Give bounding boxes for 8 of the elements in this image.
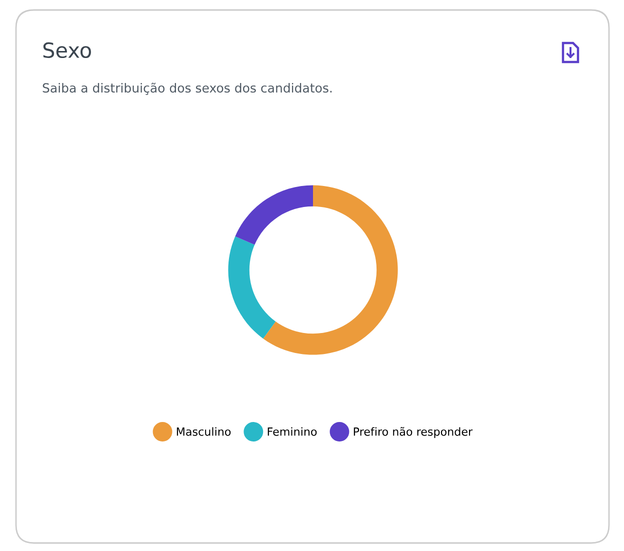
donut-slice	[263, 185, 398, 355]
donut-slice	[235, 185, 313, 245]
legend-label: Prefiro não responder	[354, 427, 473, 438]
chart-subtitle: Saiba a distribuição dos sexos dos candidatos.	[42, 82, 332, 95]
legend-label: Feminino	[268, 427, 317, 436]
chart-title: Sexo	[43, 42, 91, 58]
donut-slice	[228, 236, 276, 339]
legend-label: Masculino	[176, 427, 231, 436]
